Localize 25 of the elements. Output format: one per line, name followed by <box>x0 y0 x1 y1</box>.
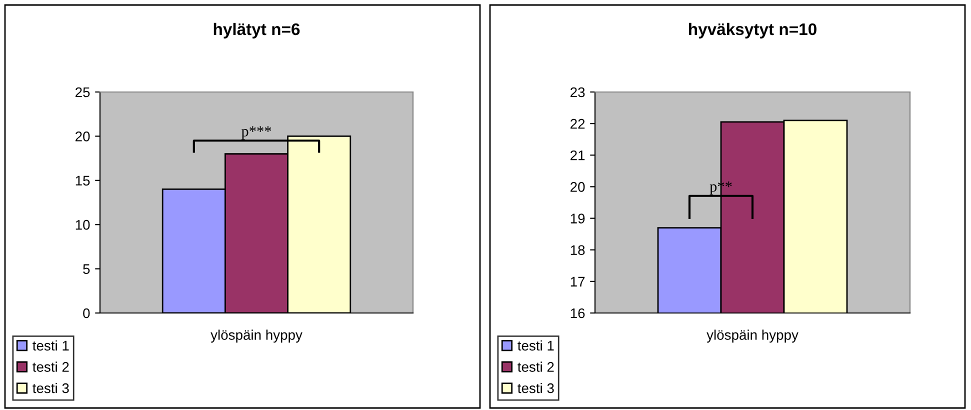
y-tick-label: 5 <box>83 264 90 274</box>
y-tick-label: 20 <box>76 132 90 142</box>
legend-label: testi 1 <box>32 340 69 351</box>
chart-title: hyväksytyt n=10 <box>689 22 816 38</box>
y-tick-label: 18 <box>570 245 585 256</box>
legend-label: testi 2 <box>518 362 554 372</box>
legend-label: testi 3 <box>32 382 69 394</box>
legend-label: testi 3 <box>518 382 554 394</box>
y-tick-label: 10 <box>76 220 90 230</box>
y-tick-label: 16 <box>570 308 585 318</box>
y-tick-label: 23 <box>570 87 585 98</box>
legend-label: testi 2 <box>32 362 69 372</box>
annotation: p*** <box>241 126 272 140</box>
y-tick-label: 22 <box>570 118 585 129</box>
y-tick-label: 20 <box>570 182 585 192</box>
y-tick-label: 21 <box>570 150 585 160</box>
x-tick-label: ylöspäin hyppy <box>210 330 302 343</box>
y-tick-label: 25 <box>76 87 90 98</box>
y-tick-label: 0 <box>83 308 90 318</box>
x-tick-label: ylöspäin hyppy <box>706 330 798 343</box>
y-tick-label: 15 <box>76 176 90 186</box>
legend-label: testi 1 <box>518 340 554 351</box>
chart-title: hylätyt n=6 <box>214 22 300 38</box>
y-tick-label: 17 <box>570 276 585 286</box>
y-tick-label: 19 <box>570 214 585 224</box>
